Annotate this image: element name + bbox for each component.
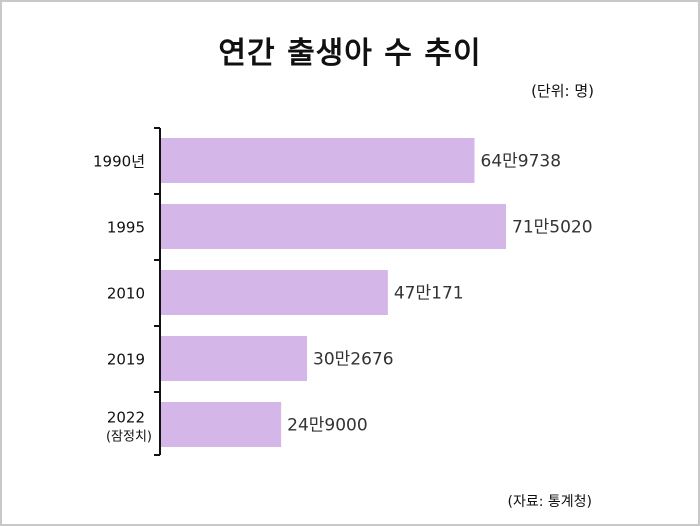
bar-1 [161, 204, 506, 249]
bar-4 [161, 402, 282, 447]
bar-3 [161, 336, 308, 381]
value-label: 30만2676 [313, 350, 394, 370]
category-sublabel: (잠정치) [106, 430, 152, 445]
category-label: 2022 [107, 409, 145, 427]
category-label: 2019 [107, 351, 145, 369]
value-label: 64만9738 [481, 152, 562, 172]
unit-note: (단위: 명) [531, 82, 594, 100]
category-label: 1990년 [93, 153, 145, 171]
value-label: 47만171 [394, 284, 464, 304]
category-label: 2010 [107, 285, 145, 303]
source-note: (자료: 통계청) [507, 494, 593, 510]
value-label: 24만9000 [287, 416, 368, 436]
bar-0 [161, 138, 475, 183]
value-label: 71만5020 [512, 218, 593, 238]
category-label: 1995 [107, 219, 145, 237]
bar-2 [161, 270, 388, 315]
chart-title: 연간 출생아 수 추이 [218, 36, 482, 71]
